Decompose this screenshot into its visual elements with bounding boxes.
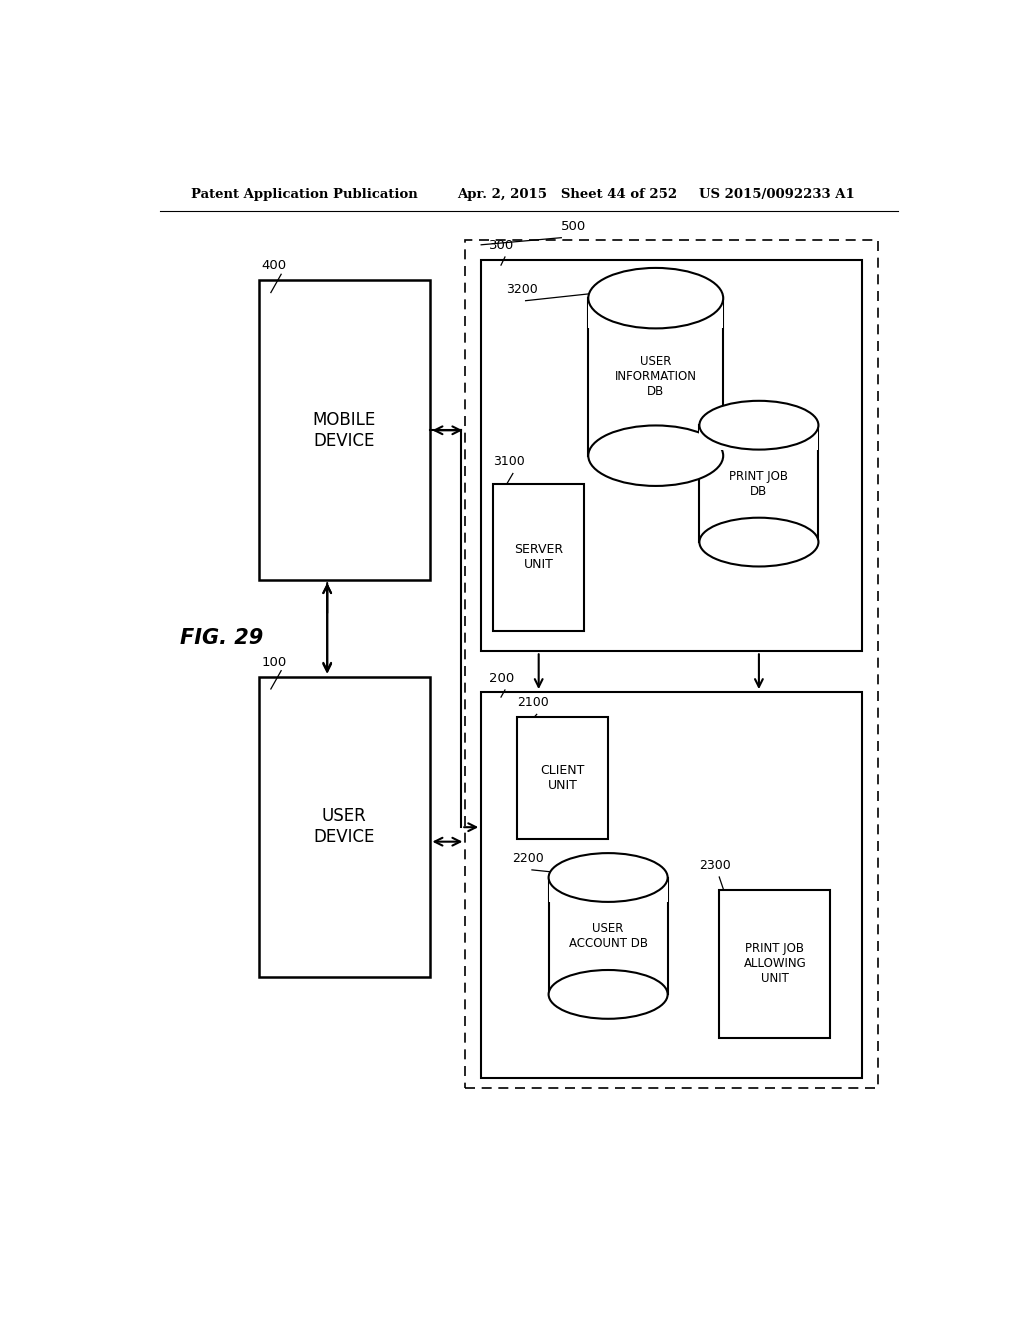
Text: 500: 500 [561,219,587,232]
Text: 2100: 2100 [517,696,549,709]
Text: PRINT JOB
DB: PRINT JOB DB [729,470,788,498]
Ellipse shape [549,853,668,902]
Text: PRINT JOB
ALLOWING
UNIT: PRINT JOB ALLOWING UNIT [743,942,806,986]
Bar [259,677,430,977]
Text: MOBILE
DEVICE: MOBILE DEVICE [312,411,376,450]
Text: Patent Application Publication: Patent Application Publication [191,189,418,202]
Text: 3100: 3100 [494,455,525,469]
Ellipse shape [549,970,668,1019]
Bar [588,298,723,455]
Bar [465,240,878,1089]
Bar [549,878,668,994]
Text: US 2015/0092233 A1: US 2015/0092233 A1 [699,189,855,202]
Bar [259,280,430,581]
Ellipse shape [588,425,723,486]
Text: USER
ACCOUNT DB: USER ACCOUNT DB [568,921,647,950]
Ellipse shape [699,401,818,450]
Text: 400: 400 [261,259,287,272]
Bar [588,298,723,329]
Text: 2200: 2200 [512,851,544,865]
Text: 100: 100 [261,656,287,669]
Text: FIG. 29: FIG. 29 [179,628,263,648]
Bar [481,692,862,1078]
Bar [481,260,862,651]
Text: Apr. 2, 2015   Sheet 44 of 252: Apr. 2, 2015 Sheet 44 of 252 [458,189,678,202]
Bar [699,425,818,543]
Ellipse shape [588,268,723,329]
Text: 2300: 2300 [699,859,731,873]
Bar [699,425,818,450]
Bar [719,890,830,1038]
Text: 200: 200 [489,672,514,685]
Ellipse shape [699,517,818,566]
Text: SERVER
UNIT: SERVER UNIT [514,544,563,572]
Text: 300: 300 [489,239,514,252]
Text: 3300: 3300 [628,436,659,447]
Text: 3200: 3200 [506,282,538,296]
Text: USER
DEVICE: USER DEVICE [313,808,375,846]
Bar [494,483,585,631]
Text: CLIENT
UNIT: CLIENT UNIT [541,764,585,792]
Text: USER
INFORMATION
DB: USER INFORMATION DB [614,355,696,399]
Bar [549,878,668,902]
Bar [517,718,608,840]
